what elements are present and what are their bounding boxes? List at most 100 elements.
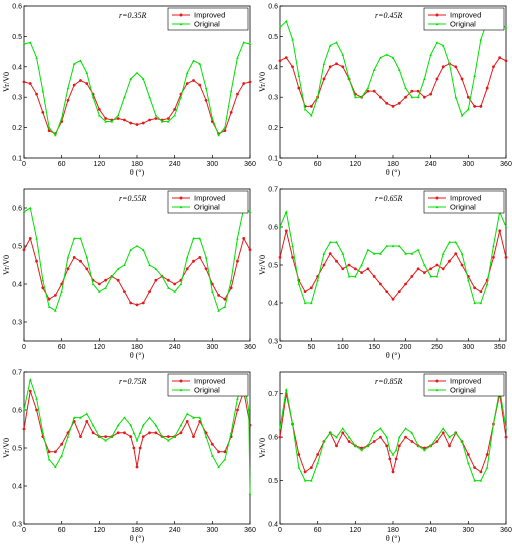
data-point-improved — [166, 117, 170, 120]
data-point-original — [473, 301, 476, 305]
data-point-original — [404, 252, 407, 255]
data-point-original — [404, 86, 407, 90]
x-tick-label: 180 — [131, 344, 143, 351]
y-tick-label: 0.2 — [12, 125, 22, 132]
data-point-improved — [79, 435, 82, 438]
data-point-original — [448, 240, 451, 244]
data-point-original — [104, 286, 107, 289]
data-point-original — [291, 38, 294, 41]
data-point-improved — [479, 290, 483, 293]
y-tick-label: 0.6 — [268, 4, 278, 11]
data-point-original — [328, 44, 332, 47]
y-tick-label: 0.5 — [268, 478, 278, 485]
data-point-original — [372, 252, 376, 255]
data-point-improved — [341, 431, 345, 435]
panel-title: r=0.65R — [375, 194, 403, 203]
y-tick-label: 0.5 — [268, 263, 278, 270]
data-point-original — [154, 423, 158, 427]
data-point-original — [247, 408, 251, 412]
series-line-improved — [23, 237, 251, 306]
data-point-original — [60, 290, 63, 293]
data-point-original — [416, 95, 420, 99]
data-point-original — [448, 435, 451, 439]
data-point-improved — [85, 82, 89, 85]
data-point-improved — [504, 256, 508, 259]
data-point-original — [179, 95, 183, 99]
y-tick-label: 0.3 — [268, 95, 278, 102]
data-point-original — [297, 74, 301, 78]
data-point-improved — [223, 297, 227, 301]
data-point-improved — [460, 77, 464, 81]
data-point-original — [167, 286, 170, 289]
data-point-original — [85, 71, 89, 74]
data-point-improved — [360, 271, 364, 274]
data-point-original — [328, 240, 332, 244]
data-point-improved — [47, 450, 51, 454]
legend-label-improved: Improved — [194, 194, 225, 203]
data-point-improved — [148, 118, 151, 122]
data-point-improved — [129, 435, 133, 438]
data-point-improved — [422, 95, 426, 99]
data-point-improved — [479, 104, 483, 108]
data-point-original — [160, 435, 164, 438]
legend-marker-original — [179, 205, 183, 209]
data-point-improved — [460, 263, 464, 267]
legend-label-original: Original — [194, 386, 220, 395]
data-point-original — [441, 252, 445, 255]
data-point-original — [167, 439, 170, 442]
x-axis-label: θ (°) — [130, 168, 145, 177]
x-tick-label: 360 — [244, 344, 256, 351]
data-point-original — [141, 248, 145, 251]
data-point-original — [110, 275, 114, 278]
data-point-improved — [410, 275, 414, 278]
data-point-improved — [278, 59, 282, 63]
data-point-improved — [138, 446, 142, 450]
data-point-original — [322, 440, 326, 443]
x-axis-label: θ (°) — [386, 351, 401, 360]
data-point-original — [173, 290, 176, 293]
data-point-improved — [135, 303, 139, 307]
data-point-original — [441, 427, 445, 430]
x-tick-label: 0 — [278, 527, 282, 534]
y-tick-label: 0.3 — [12, 320, 22, 327]
series-line-original — [23, 377, 251, 494]
data-point-original — [229, 431, 233, 434]
data-point-improved — [335, 62, 338, 66]
chart-panel-r055: 0 60 120 180 240 300 360 0.3 0.4 0.5 0.6 θ (°) Vr/V0… — [0, 183, 256, 366]
data-point-improved — [22, 248, 26, 252]
data-point-original — [98, 290, 101, 293]
y-tick-label: 0.4 — [12, 282, 22, 289]
data-point-improved — [466, 453, 470, 456]
legend-marker-improved — [179, 196, 183, 200]
data-point-original — [485, 282, 489, 286]
data-point-original — [236, 397, 239, 400]
data-point-original — [435, 275, 439, 278]
data-point-original — [360, 95, 363, 99]
data-point-original — [192, 59, 195, 62]
data-point-improved — [309, 286, 313, 290]
y-tick-label: 0.4 — [268, 301, 278, 308]
data-point-original — [360, 448, 363, 452]
y-tick-label: 0.3 — [12, 522, 22, 529]
data-point-improved — [104, 117, 108, 120]
data-point-original — [85, 412, 89, 415]
panel-title: r=0.75R — [119, 377, 147, 386]
data-point-improved — [97, 107, 101, 111]
legend-marker-original — [435, 22, 439, 26]
data-point-improved — [91, 431, 95, 435]
x-tick-label: 300 — [206, 527, 218, 534]
data-point-improved — [341, 65, 345, 69]
data-point-improved — [291, 256, 294, 259]
data-point-original — [297, 282, 301, 286]
data-point-improved — [328, 252, 332, 255]
x-tick-label: 50 — [307, 344, 315, 351]
data-point-original — [448, 62, 451, 65]
data-point-improved — [210, 442, 214, 446]
chart-r055: 0 60 120 180 240 300 360 0.3 0.4 0.5 0.6 θ (°) Vr/V0… — [2, 188, 256, 360]
data-point-original — [116, 267, 120, 270]
data-point-improved — [97, 282, 101, 286]
data-point-original — [54, 465, 57, 469]
data-point-original — [347, 435, 351, 439]
data-point-original — [284, 388, 288, 391]
